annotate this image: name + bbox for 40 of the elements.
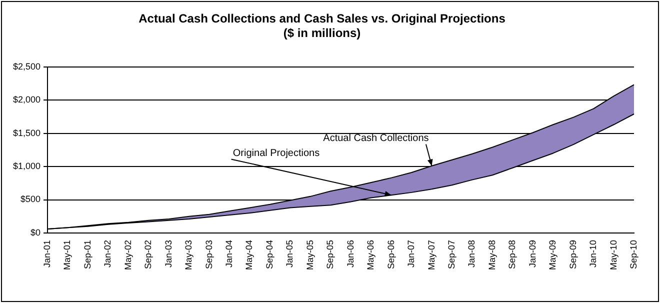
x-tick-label: May-02 — [122, 240, 133, 270]
y-tick-label: $2,500 — [12, 61, 41, 72]
chart-subtitle: ($ in millions) — [283, 26, 361, 40]
x-tick-label: Jan-03 — [163, 240, 174, 268]
x-tick-label: May-09 — [548, 240, 558, 270]
x-tick-label: May-10 — [608, 240, 618, 270]
x-tick-label: May-03 — [184, 240, 194, 270]
x-tick-label: Jan-02 — [102, 240, 113, 268]
x-tick-label: Sep-08 — [507, 240, 518, 270]
x-tick-label: Jan-06 — [345, 240, 356, 268]
x-tick-label: Sep-02 — [143, 240, 154, 270]
text: Original Projections — [232, 148, 320, 159]
chart-title: Actual Cash Collections and Cash Sales vs. Original Projections — [138, 12, 506, 26]
x-tick-label: May-05 — [304, 240, 315, 270]
x-tick-label: May-08 — [486, 240, 497, 270]
x-tick-label: Sep-04 — [264, 240, 274, 270]
text: Actual Cash Collections — [323, 132, 429, 144]
x-tick-label: Sep-07 — [446, 240, 456, 270]
y-tick-label: $1,500 — [12, 128, 41, 138]
x-tick-label: Jan-04 — [224, 240, 234, 268]
x-tick-label: May-06 — [366, 240, 376, 270]
x-tick-label: Sep-05 — [325, 240, 336, 270]
x-tick-label: May-07 — [426, 240, 436, 270]
y-tick-label: $500 — [20, 194, 41, 204]
x-tick-label: Jan-09 — [527, 240, 538, 268]
x-tick-label: Sep-01 — [82, 240, 92, 270]
x-tick-label: Sep-10 — [628, 240, 638, 270]
x-tick-label: May-04 — [244, 240, 254, 270]
x-tick-label: Sep-09 — [568, 240, 578, 270]
x-tick-label: Jan-07 — [406, 240, 416, 268]
y-tick-label: $1,000 — [12, 161, 41, 171]
x-tick-label: Sep-06 — [386, 240, 396, 270]
y-tick-label: $2,000 — [12, 94, 41, 105]
x-tick-label: Jan-05 — [284, 240, 295, 268]
x-tick-label: May-01 — [62, 240, 72, 270]
x-tick-label: Jan-08 — [466, 240, 477, 268]
x-tick-label: Sep-03 — [204, 240, 214, 270]
y-tick-label: $0 — [30, 227, 41, 238]
x-tick-label: Jan-01 — [42, 240, 52, 268]
x-tick-label: Jan-10 — [588, 240, 598, 268]
